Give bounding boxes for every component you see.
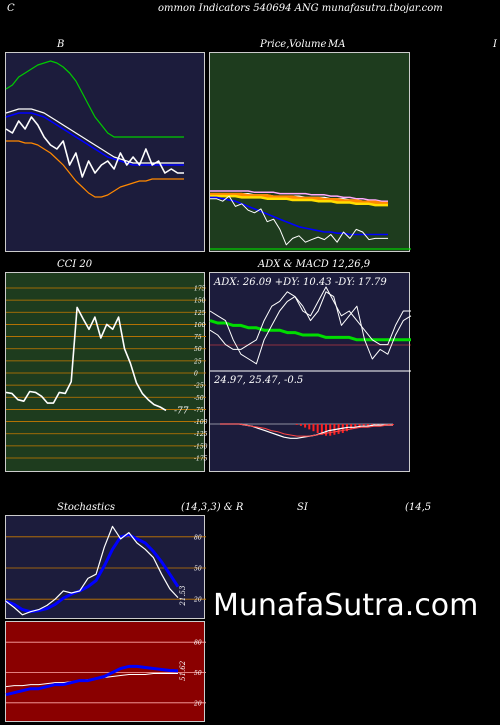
rsi-last-value: 51.62 xyxy=(179,660,187,681)
cci-tick-label: 75 xyxy=(194,334,202,341)
ma-yellow-line xyxy=(210,194,388,207)
header-left: C xyxy=(7,3,15,14)
price-title: Price, xyxy=(260,39,290,50)
bb-price-line xyxy=(5,116,184,178)
rsi-tick-label: 20 xyxy=(193,700,202,707)
ma-pink-line xyxy=(210,190,388,202)
volume-title: Volume xyxy=(289,39,327,50)
cci-tick-label: -100 xyxy=(194,419,208,426)
ma-blue-line xyxy=(210,196,388,236)
rsi-line xyxy=(5,664,179,697)
rsi-tick-label: 80 xyxy=(194,640,202,647)
cci-tick-label: 50 xyxy=(194,346,202,353)
minus-dy-line xyxy=(209,286,411,350)
cci-chart: 175 150 125 100 75 50 25 0 -25 -50 -75 -100 -125 -150… xyxy=(5,286,208,463)
page-title: ommon Indicators 540694 ANG munafasutra.… xyxy=(158,3,443,14)
macd-signal-line xyxy=(220,423,393,437)
cci-tick-label: 175 xyxy=(194,286,206,293)
adx-macd-panel: ADX: 26.09 +DY: 10.43 -DY: 17.79 24.97, … xyxy=(209,272,412,472)
right-edge-label: I xyxy=(493,39,497,50)
macd-readout: 24.97, 25.47, -0.5 xyxy=(214,375,304,386)
stoch-k-line xyxy=(5,525,179,616)
price-ma-panel xyxy=(209,52,411,252)
cci-tick-label: 125 xyxy=(194,310,206,317)
cci-tick-label: -175 xyxy=(194,456,208,463)
rsi-chart: 80 50 20 51.62 xyxy=(5,640,206,707)
cci-tick-label: -75 xyxy=(194,407,204,414)
stoch-tick-label: 50 xyxy=(194,566,202,573)
adx-title: ADX & MACD 12,26,9 xyxy=(258,259,371,270)
rsi-title: SI xyxy=(297,502,308,513)
cci-tick-label: -50 xyxy=(194,395,204,402)
price-ma-chart xyxy=(210,190,411,250)
adx-line xyxy=(209,319,411,342)
rsi-panel: 80 50 20 51.62 xyxy=(5,621,206,722)
cci-line xyxy=(5,306,167,412)
stoch-d-line xyxy=(5,533,180,614)
bb-lower-band xyxy=(6,140,184,198)
adx-readout: ADX: 26.09 +DY: 10.43 -DY: 17.79 xyxy=(214,277,387,288)
stoch-params: (14,3,3) & R xyxy=(181,502,244,513)
plus-dy-line xyxy=(209,291,412,365)
adx-macd-chart xyxy=(209,286,412,439)
cci-tick-label: 100 xyxy=(194,322,206,329)
cci-tick-label: -25 xyxy=(194,383,204,390)
cci-tick-label: 0 xyxy=(194,371,198,378)
bb-upper-band xyxy=(5,60,184,138)
cci-tick-label: -150 xyxy=(194,443,208,450)
stoch-tick-label: 20 xyxy=(193,597,202,604)
rsi-tick-label: 50 xyxy=(194,670,202,677)
bb-title: B xyxy=(57,39,65,50)
bollinger-chart xyxy=(5,60,184,198)
ma-orange-line xyxy=(210,192,388,206)
price-line xyxy=(210,195,388,246)
stochastics-panel: 80 50 20 21.53 xyxy=(5,515,206,619)
cci-tick-label: 150 xyxy=(194,298,206,305)
stoch-title: Stochastics xyxy=(57,502,115,513)
cci-panel: 175 150 125 100 75 50 25 0 -25 -50 -75 -100 -125 -150… xyxy=(5,272,208,472)
cci-tick-label: -125 xyxy=(194,431,208,438)
cci-title: CCI 20 xyxy=(57,259,93,270)
bollinger-panel xyxy=(5,52,205,252)
stochastics-chart: 80 50 20 21.53 xyxy=(5,525,206,616)
bb-mid-blue xyxy=(5,112,184,166)
stoch-tick-label: 80 xyxy=(194,534,202,541)
rsi-params: (14,5 xyxy=(405,502,432,513)
ma-title: MA xyxy=(328,39,346,50)
cci-tick-label: 25 xyxy=(193,358,202,365)
cci-last-value: -77 xyxy=(174,406,189,416)
stoch-last-value: 21.53 xyxy=(179,585,187,607)
watermark: MunafaSutra.com xyxy=(213,588,479,623)
